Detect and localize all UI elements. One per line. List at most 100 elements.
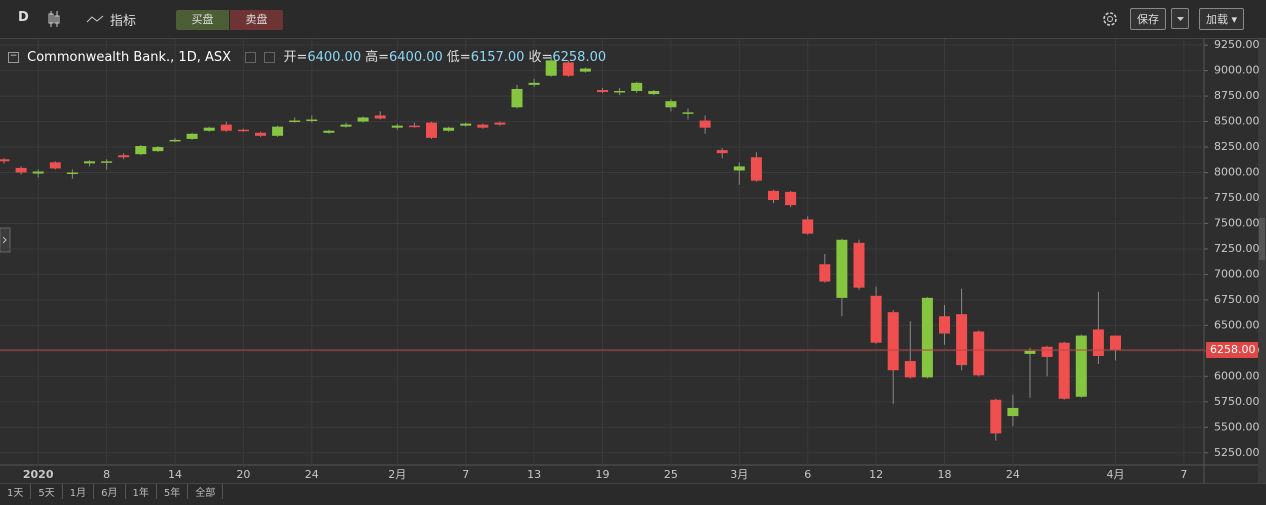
candle-body bbox=[1058, 342, 1070, 399]
candle-body bbox=[323, 130, 335, 133]
candle-body bbox=[272, 126, 284, 136]
candle-body bbox=[699, 120, 711, 128]
candle-body bbox=[990, 399, 1002, 434]
x-tick-label: 18 bbox=[938, 468, 952, 481]
line-icon bbox=[86, 15, 104, 23]
range-button[interactable]: 1天 bbox=[0, 484, 32, 499]
y-tick-label: 6750.00 bbox=[1214, 293, 1260, 306]
interval[interactable]: D bbox=[18, 10, 29, 25]
candle-body bbox=[494, 122, 506, 125]
x-tick-label: 24 bbox=[1006, 468, 1020, 481]
x-tick-label: 12 bbox=[869, 468, 883, 481]
candle-body bbox=[306, 119, 318, 122]
candle-icon[interactable] bbox=[47, 10, 61, 28]
candle-body bbox=[477, 124, 489, 128]
last-price-label: 6258.00 bbox=[1210, 343, 1256, 356]
y-tick-label: 6500.00 bbox=[1214, 318, 1260, 331]
candle-body bbox=[135, 146, 147, 155]
candle-body bbox=[973, 331, 985, 376]
candle-body bbox=[1075, 335, 1087, 397]
field-label: 收= bbox=[528, 50, 553, 65]
y-tick-label: 8750.00 bbox=[1214, 89, 1260, 102]
y-tick-label: 6000.00 bbox=[1214, 369, 1260, 382]
candle-body bbox=[101, 161, 113, 163]
indicators[interactable]: 指标 bbox=[110, 14, 137, 29]
field-value: 6400.00 bbox=[389, 50, 443, 65]
candle-body bbox=[169, 139, 181, 142]
candle-body bbox=[203, 127, 215, 131]
range-button[interactable]: 1年 bbox=[126, 484, 157, 499]
candle-body bbox=[340, 124, 352, 127]
candle-body bbox=[426, 122, 437, 138]
legend-icon[interactable] bbox=[264, 52, 276, 63]
buy-button[interactable]: 买盘 bbox=[176, 10, 229, 30]
candle-body bbox=[237, 129, 249, 132]
candle-body bbox=[939, 316, 950, 334]
y-tick-label: 5750.00 bbox=[1214, 395, 1260, 408]
collapse-button[interactable]: − bbox=[8, 51, 19, 63]
candle-body bbox=[597, 89, 608, 93]
left-panel-toggle[interactable] bbox=[0, 227, 11, 253]
candle-body bbox=[255, 132, 266, 136]
candle-body bbox=[289, 120, 301, 123]
field-value: 6258.00 bbox=[552, 50, 607, 65]
range-button[interactable]: 6月 bbox=[94, 484, 126, 499]
field-label: 高= bbox=[365, 50, 390, 65]
range-button[interactable]: 5天 bbox=[31, 484, 63, 499]
x-tick-label: 14 bbox=[168, 468, 182, 481]
y-tick-label: 8000.00 bbox=[1214, 166, 1260, 179]
settings-icon[interactable] bbox=[1101, 10, 1119, 28]
y-tick-label: 7750.00 bbox=[1214, 191, 1260, 204]
x-tick-label: 2020 bbox=[23, 468, 54, 481]
candle-body bbox=[391, 125, 403, 128]
load-button[interactable]: 加载 ▾ bbox=[1199, 8, 1245, 30]
last-price-tag bbox=[1206, 342, 1258, 359]
candle-body bbox=[785, 191, 797, 206]
candle-body bbox=[648, 90, 660, 95]
candle-body bbox=[408, 125, 420, 128]
sell-button[interactable]: 卖盘 bbox=[230, 10, 283, 30]
symbol-title: Commonwealth Bank., 1D, ASX bbox=[27, 50, 232, 65]
candle-body bbox=[904, 361, 916, 378]
ohlc-fields: 开=6400.00 高=6400.00 低=6157.00 收=6258.00 bbox=[283, 50, 610, 65]
legend: − Commonwealth Bank., 1D, ASX 开=6400.00 高… bbox=[8, 46, 614, 65]
x-tick-label: 8 bbox=[103, 468, 110, 481]
candle-body bbox=[733, 166, 745, 171]
field-label: 低= bbox=[446, 50, 471, 65]
y-tick-label: 8250.00 bbox=[1214, 140, 1260, 153]
grid bbox=[0, 38, 1204, 465]
candle-body bbox=[665, 101, 677, 108]
candle-body bbox=[836, 239, 848, 298]
x-tick-label: 4月 bbox=[1107, 468, 1125, 481]
field-value: 6157.00 bbox=[470, 50, 525, 65]
y-tick-label: 5500.00 bbox=[1214, 420, 1260, 433]
save-dropdown[interactable] bbox=[1171, 8, 1189, 29]
candle-body bbox=[1110, 335, 1121, 351]
x-tick-label: 3月 bbox=[730, 468, 748, 481]
save-button[interactable]: 保存 bbox=[1130, 8, 1166, 30]
candle-body bbox=[682, 112, 694, 114]
range-button[interactable]: 1月 bbox=[63, 484, 95, 499]
x-tick-label: 7 bbox=[1180, 468, 1187, 481]
range-button[interactable]: 全部 bbox=[188, 484, 224, 499]
candle-body bbox=[1092, 329, 1104, 356]
candle-body bbox=[84, 161, 95, 164]
candle-body bbox=[1024, 350, 1036, 354]
x-tick-label: 2月 bbox=[388, 468, 406, 481]
range-button[interactable]: 5年 bbox=[157, 484, 189, 499]
toggle-arrow bbox=[2, 236, 7, 244]
candle-body bbox=[49, 162, 61, 169]
field-value: 6400.00 bbox=[307, 50, 362, 65]
side-handle[interactable] bbox=[1259, 218, 1265, 260]
x-tick-label: 13 bbox=[527, 468, 541, 481]
candle-body bbox=[819, 264, 831, 282]
y-tick-label: 8500.00 bbox=[1214, 115, 1260, 128]
candle-body bbox=[1041, 346, 1053, 357]
candle-body bbox=[956, 314, 968, 366]
legend-icon[interactable] bbox=[245, 52, 257, 63]
x-tick-label: 20 bbox=[236, 468, 250, 481]
x-tick-label: 19 bbox=[596, 468, 610, 481]
y-tick-label: 9250.00 bbox=[1214, 38, 1260, 51]
x-tick-label: 25 bbox=[664, 468, 678, 481]
range-bar: 1天 5天 1月 6月 1年 5年 全部 bbox=[0, 483, 1266, 505]
